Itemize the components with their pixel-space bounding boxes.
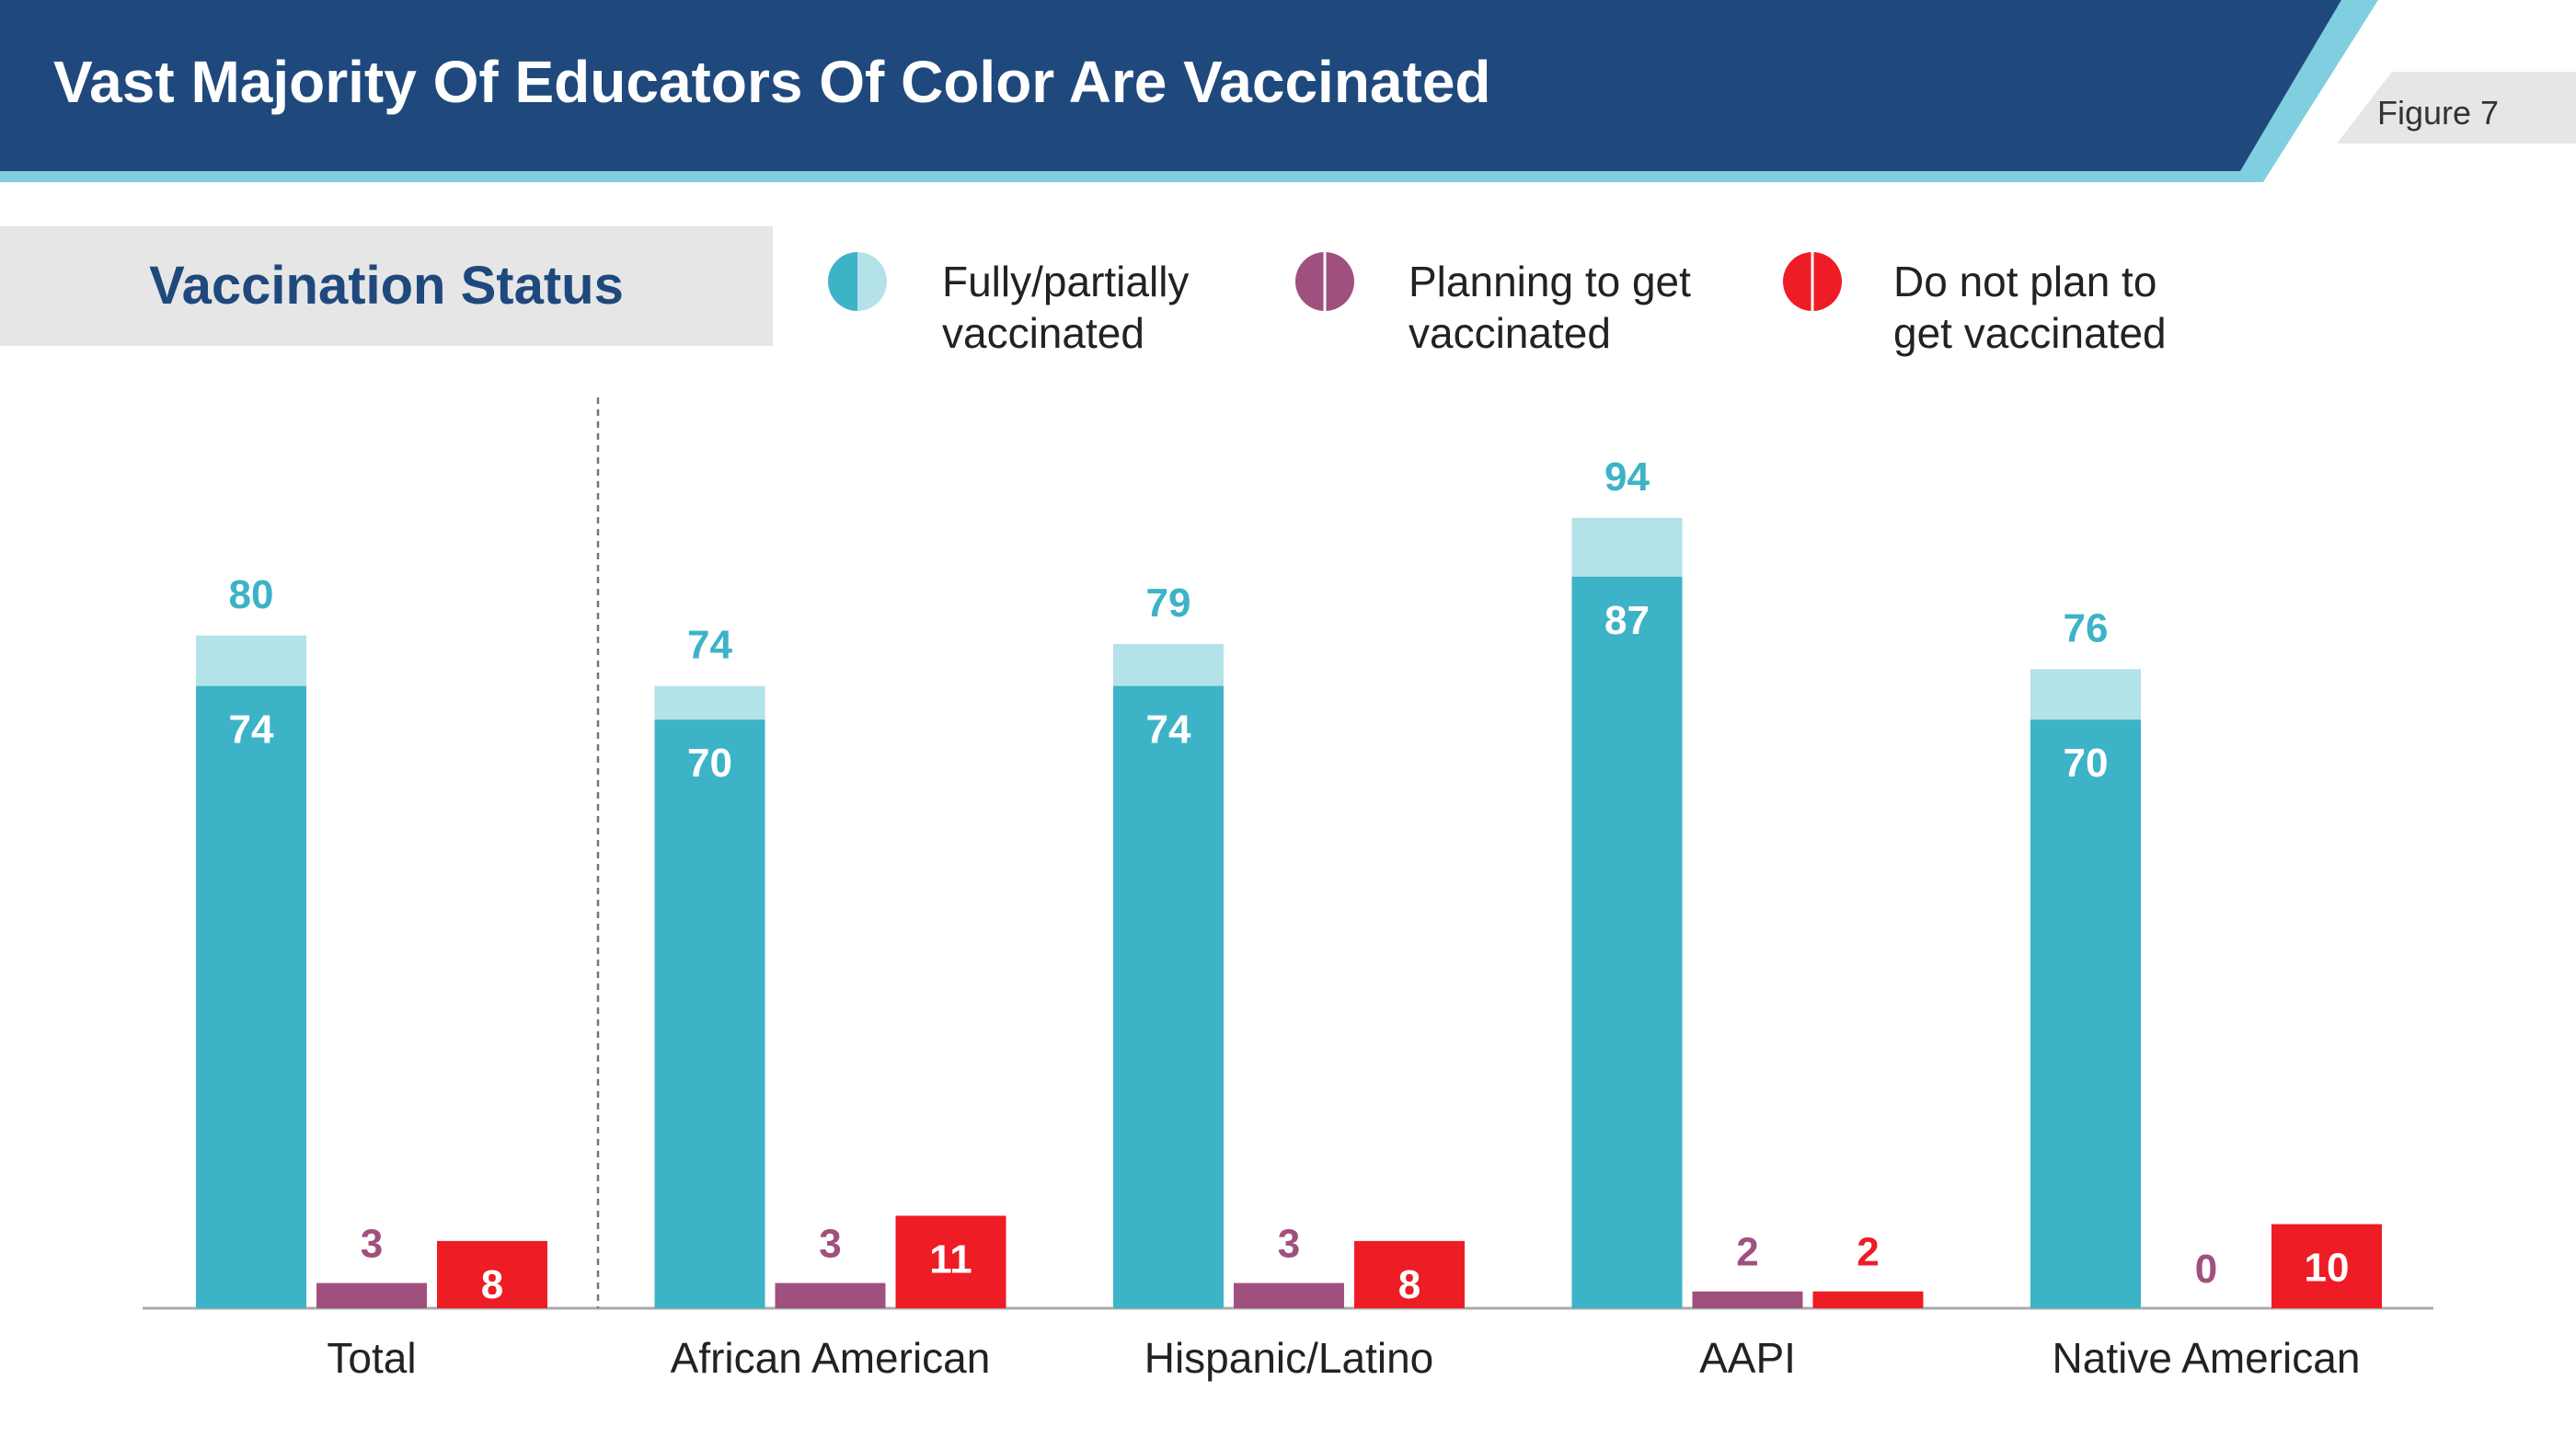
data-label-planning: 2 (1736, 1230, 1758, 1275)
figure-label: Figure 7 (2376, 94, 2500, 132)
bar-vaccinated (196, 685, 306, 1308)
bar-not-planning (1812, 1291, 1924, 1308)
bar-not-planning (895, 1215, 1006, 1308)
bar-vaccinated (1113, 685, 1224, 1308)
data-label-vaccinated-fully: 74 (1146, 707, 1191, 753)
category-label: Hispanic/Latino (1144, 1334, 1434, 1382)
data-label-not-planning: 2 (1857, 1230, 1879, 1275)
legend-icon-vaccinated (828, 252, 887, 311)
category-label: AAPI (1699, 1334, 1796, 1382)
data-label-vaccinated-fully: 70 (2064, 741, 2109, 786)
header-bar (0, 0, 2576, 182)
bar-vaccinated (654, 719, 765, 1308)
data-label-vaccinated-total: 80 (229, 572, 274, 617)
figure-tab (2337, 72, 2576, 144)
bar-vaccinated-partial (196, 635, 306, 686)
bar-vaccinated-partial (1113, 643, 1224, 686)
section-label-box: Vaccination Status (0, 226, 773, 346)
legend-label-vaccinated: Fully/partially vaccinated (942, 258, 1190, 357)
bar-planning (316, 1282, 427, 1308)
bar-vaccinated-partial (2030, 669, 2141, 720)
section-label: Vaccination Status (149, 256, 624, 316)
bar-not-planning (1354, 1240, 1465, 1308)
data-label-vaccinated-total: 76 (2064, 605, 2109, 650)
data-label-vaccinated-total: 94 (1604, 454, 1650, 500)
category-label: Native American (2053, 1334, 2361, 1382)
bar-planning (1692, 1291, 1803, 1308)
bar-planning (1234, 1282, 1344, 1308)
bar-vaccinated-partial (1571, 517, 1683, 577)
data-label-planning: 0 (2195, 1247, 2217, 1292)
page-title: Vast Majority Of Educators Of Color Are … (53, 49, 1491, 115)
bar-vaccinated (1571, 576, 1683, 1308)
data-label-vaccinated-fully: 74 (229, 707, 274, 753)
legend-label-not-planning: Do not plan to get vaccinated (1893, 258, 2167, 357)
legend-icon-not-planning (1783, 252, 1842, 311)
data-label-not-planning: 10 (2305, 1246, 2350, 1291)
legend-label-planning: Planning to get vaccinated (1409, 258, 1691, 357)
data-label-vaccinated-total: 74 (687, 623, 732, 668)
bar-not-planning (437, 1240, 547, 1308)
data-label-planning: 3 (361, 1222, 383, 1267)
bar-vaccinated-partial (654, 685, 765, 720)
category-label: Total (327, 1334, 416, 1382)
data-label-planning: 3 (819, 1222, 841, 1267)
data-label-vaccinated-total: 79 (1146, 581, 1191, 626)
data-label-vaccinated-fully: 70 (687, 741, 732, 786)
category-label: African American (671, 1334, 991, 1382)
bar-vaccinated (2030, 719, 2141, 1308)
bar-planning (775, 1282, 886, 1308)
bar-not-planning (2271, 1224, 2382, 1308)
data-label-not-planning: 8 (1398, 1262, 1420, 1307)
legend-icon-planning (1295, 252, 1354, 311)
data-label-not-planning: 8 (481, 1262, 503, 1307)
data-label-not-planning: 11 (929, 1236, 972, 1282)
header-background (0, 0, 2341, 171)
data-label-vaccinated-fully: 87 (1604, 598, 1650, 643)
data-label-planning: 3 (1278, 1222, 1300, 1267)
